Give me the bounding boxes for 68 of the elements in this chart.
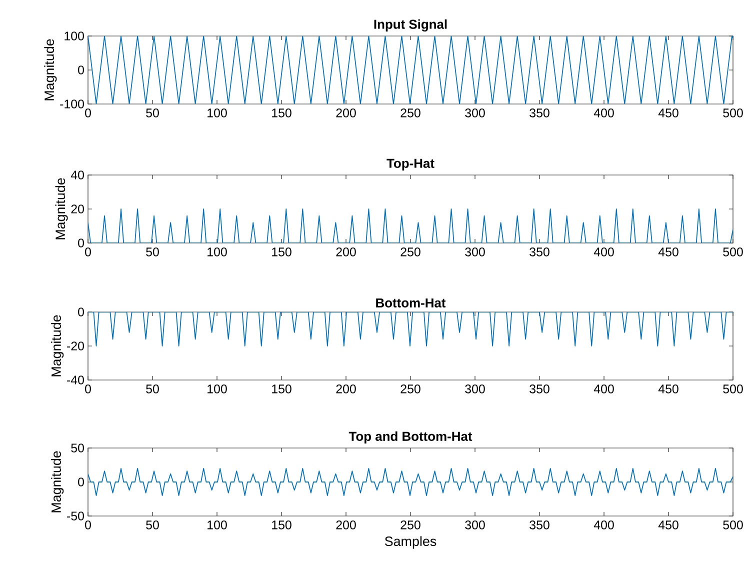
- x-tick-label: 0: [85, 384, 91, 394]
- y-tick-label: 0: [78, 308, 84, 316]
- x-tick-label: 400: [594, 520, 614, 530]
- x-tick-label: 350: [530, 520, 550, 530]
- x-tick-label: 300: [465, 384, 485, 394]
- x-tick-label: 50: [146, 520, 159, 530]
- x-tick-label: 100: [208, 108, 227, 118]
- x-tick-label: 0: [85, 248, 91, 256]
- y-tick-label: -100: [60, 100, 84, 108]
- x-tick-label: 400: [594, 108, 614, 118]
- x-tick-label: 450: [658, 384, 678, 394]
- line-series: [88, 208, 734, 243]
- x-tick-label: 300: [465, 108, 485, 118]
- x-tick-label: 350: [530, 384, 550, 394]
- x-tick-label: 450: [658, 520, 678, 530]
- y-tick-label: 0: [78, 66, 84, 74]
- chart-title: Top-Hat: [386, 158, 434, 170]
- x-tick-label: 200: [336, 108, 356, 118]
- x-tick-label: 0: [85, 520, 91, 530]
- y-tick-label: 40: [70, 170, 84, 180]
- x-tick-label: 100: [208, 248, 227, 256]
- y-axis-title: Magnitude: [51, 451, 64, 512]
- y-tick-label: 100: [64, 32, 84, 40]
- y-axis-title: Magnitude: [51, 315, 64, 376]
- chart-title: Input Signal: [374, 19, 447, 32]
- x-tick-label: 250: [400, 108, 420, 118]
- x-tick-label: 200: [336, 520, 356, 530]
- x-tick-label: 300: [465, 520, 485, 530]
- x-tick-label: 100: [208, 384, 227, 394]
- x-tick-label: 50: [146, 384, 159, 394]
- x-tick-label: 250: [400, 520, 420, 530]
- y-tick-label: 50: [71, 444, 84, 452]
- x-tick-label: 0: [85, 108, 91, 118]
- y-tick-label: 0: [78, 478, 84, 486]
- x-tick-label: 200: [336, 384, 356, 394]
- y-tick-label: -50: [67, 512, 84, 520]
- x-tick-label: 50: [146, 108, 159, 118]
- y-axis-title: Magnitude: [44, 39, 57, 100]
- x-tick-label: 150: [272, 520, 292, 530]
- y-tick-label: 0: [78, 238, 84, 248]
- x-tick-label: 150: [272, 108, 292, 118]
- x-axis-title: Samples: [384, 536, 436, 549]
- y-tick-label: -20: [67, 342, 84, 350]
- chart-title: Bottom-Hat: [376, 298, 446, 308]
- x-tick-label: 450: [658, 248, 678, 256]
- x-tick-label: 250: [400, 384, 420, 394]
- x-tick-label: 500: [723, 248, 743, 256]
- x-tick-label: 300: [465, 248, 485, 256]
- line-series: [88, 468, 734, 496]
- x-tick-label: 350: [530, 108, 550, 118]
- x-tick-label: 150: [272, 248, 292, 256]
- chart-title: Top and Bottom-Hat: [348, 431, 472, 444]
- x-tick-label: 250: [400, 248, 420, 256]
- x-tick-label: 450: [658, 108, 678, 118]
- x-tick-label: 350: [530, 248, 550, 256]
- x-tick-label: 200: [336, 248, 356, 256]
- x-tick-label: 150: [272, 384, 292, 394]
- y-axis-title: Magnitude: [55, 178, 68, 240]
- x-tick-label: 400: [594, 248, 614, 256]
- y-tick-label: -40: [67, 376, 84, 384]
- x-tick-label: 400: [594, 384, 614, 394]
- line-series: [88, 312, 734, 346]
- x-tick-label: 500: [723, 384, 743, 394]
- y-tick-label: 20: [71, 204, 84, 214]
- x-tick-label: 500: [723, 108, 743, 118]
- x-tick-label: 50: [146, 248, 159, 256]
- x-tick-label: 500: [723, 520, 743, 530]
- x-tick-label: 100: [208, 520, 227, 530]
